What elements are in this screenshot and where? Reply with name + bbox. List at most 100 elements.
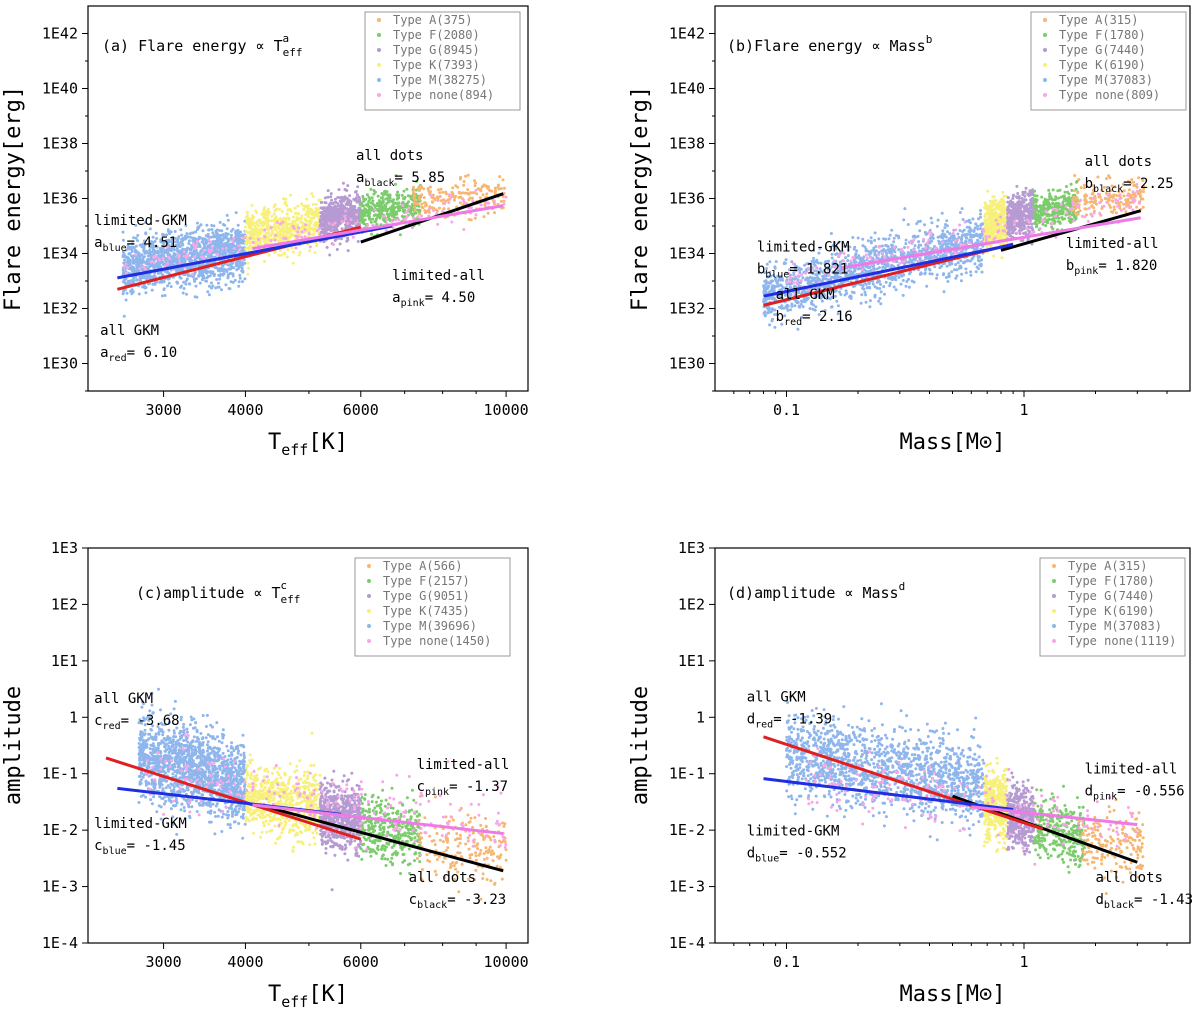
point xyxy=(350,211,354,214)
point xyxy=(317,199,321,202)
point xyxy=(963,260,967,264)
legend-entry: Type K(7393) xyxy=(393,58,480,72)
annotation-text: ablack= 5.85 xyxy=(356,170,445,189)
point xyxy=(308,245,312,249)
point xyxy=(240,266,244,270)
point xyxy=(246,246,250,250)
point xyxy=(958,264,962,268)
point xyxy=(960,272,964,276)
point xyxy=(940,264,943,268)
point xyxy=(362,197,365,201)
point xyxy=(887,275,891,279)
point xyxy=(390,214,394,218)
point xyxy=(357,195,361,199)
point xyxy=(799,303,803,306)
point xyxy=(401,203,405,207)
point xyxy=(323,196,327,200)
point xyxy=(216,285,220,289)
point xyxy=(501,178,505,182)
point xyxy=(227,267,231,271)
point xyxy=(283,252,287,256)
point xyxy=(470,196,474,200)
point xyxy=(885,252,889,256)
point xyxy=(951,243,955,246)
point xyxy=(966,259,970,262)
point xyxy=(447,201,451,205)
point xyxy=(436,222,440,226)
point xyxy=(155,245,159,249)
point xyxy=(231,240,235,243)
point xyxy=(886,245,890,248)
point xyxy=(858,257,862,261)
point xyxy=(146,258,150,261)
point xyxy=(420,202,424,206)
point xyxy=(968,227,972,231)
point xyxy=(263,260,267,263)
point xyxy=(315,244,319,248)
point xyxy=(263,235,267,239)
point xyxy=(462,183,466,187)
point xyxy=(242,239,246,243)
point xyxy=(123,278,127,282)
point xyxy=(179,285,182,289)
point xyxy=(157,261,161,265)
point xyxy=(481,185,485,189)
point xyxy=(121,255,125,259)
point xyxy=(140,243,144,247)
point xyxy=(193,295,197,299)
point xyxy=(122,252,126,256)
point xyxy=(307,232,311,236)
point xyxy=(883,292,886,296)
point xyxy=(126,246,130,250)
point xyxy=(312,215,316,219)
point xyxy=(497,187,501,191)
point xyxy=(493,186,497,190)
point xyxy=(335,248,339,251)
point xyxy=(291,250,295,254)
point xyxy=(857,254,861,258)
point xyxy=(402,189,406,193)
point xyxy=(959,259,963,263)
point xyxy=(269,226,273,230)
point xyxy=(226,276,230,280)
point xyxy=(318,227,321,231)
point xyxy=(143,221,147,225)
point xyxy=(288,235,292,239)
point xyxy=(214,245,218,249)
legend-marker xyxy=(377,78,381,82)
point xyxy=(411,189,415,193)
point xyxy=(769,310,773,314)
point xyxy=(869,236,873,240)
point xyxy=(153,250,157,254)
point xyxy=(208,270,212,274)
point xyxy=(132,279,136,282)
point xyxy=(904,238,908,242)
point xyxy=(950,270,954,274)
point xyxy=(340,219,344,223)
point xyxy=(154,231,158,235)
point xyxy=(947,272,951,276)
point xyxy=(238,276,242,280)
point xyxy=(888,284,892,288)
point xyxy=(183,273,187,277)
point xyxy=(266,239,270,243)
point xyxy=(227,287,231,290)
point xyxy=(838,290,842,294)
annotation-text: all GKM xyxy=(100,323,159,339)
point xyxy=(355,213,359,216)
y-tick-label: 1E40 xyxy=(42,80,78,98)
point xyxy=(321,229,325,233)
point xyxy=(214,229,218,233)
point xyxy=(948,232,952,236)
point xyxy=(944,235,948,239)
point xyxy=(149,241,152,245)
point xyxy=(861,284,865,287)
y-tick-label: 1E30 xyxy=(42,355,78,373)
point xyxy=(226,232,230,236)
point xyxy=(306,215,310,219)
point xyxy=(864,293,868,297)
point xyxy=(851,236,855,239)
point xyxy=(296,230,300,234)
point xyxy=(873,251,877,255)
point xyxy=(300,235,304,239)
